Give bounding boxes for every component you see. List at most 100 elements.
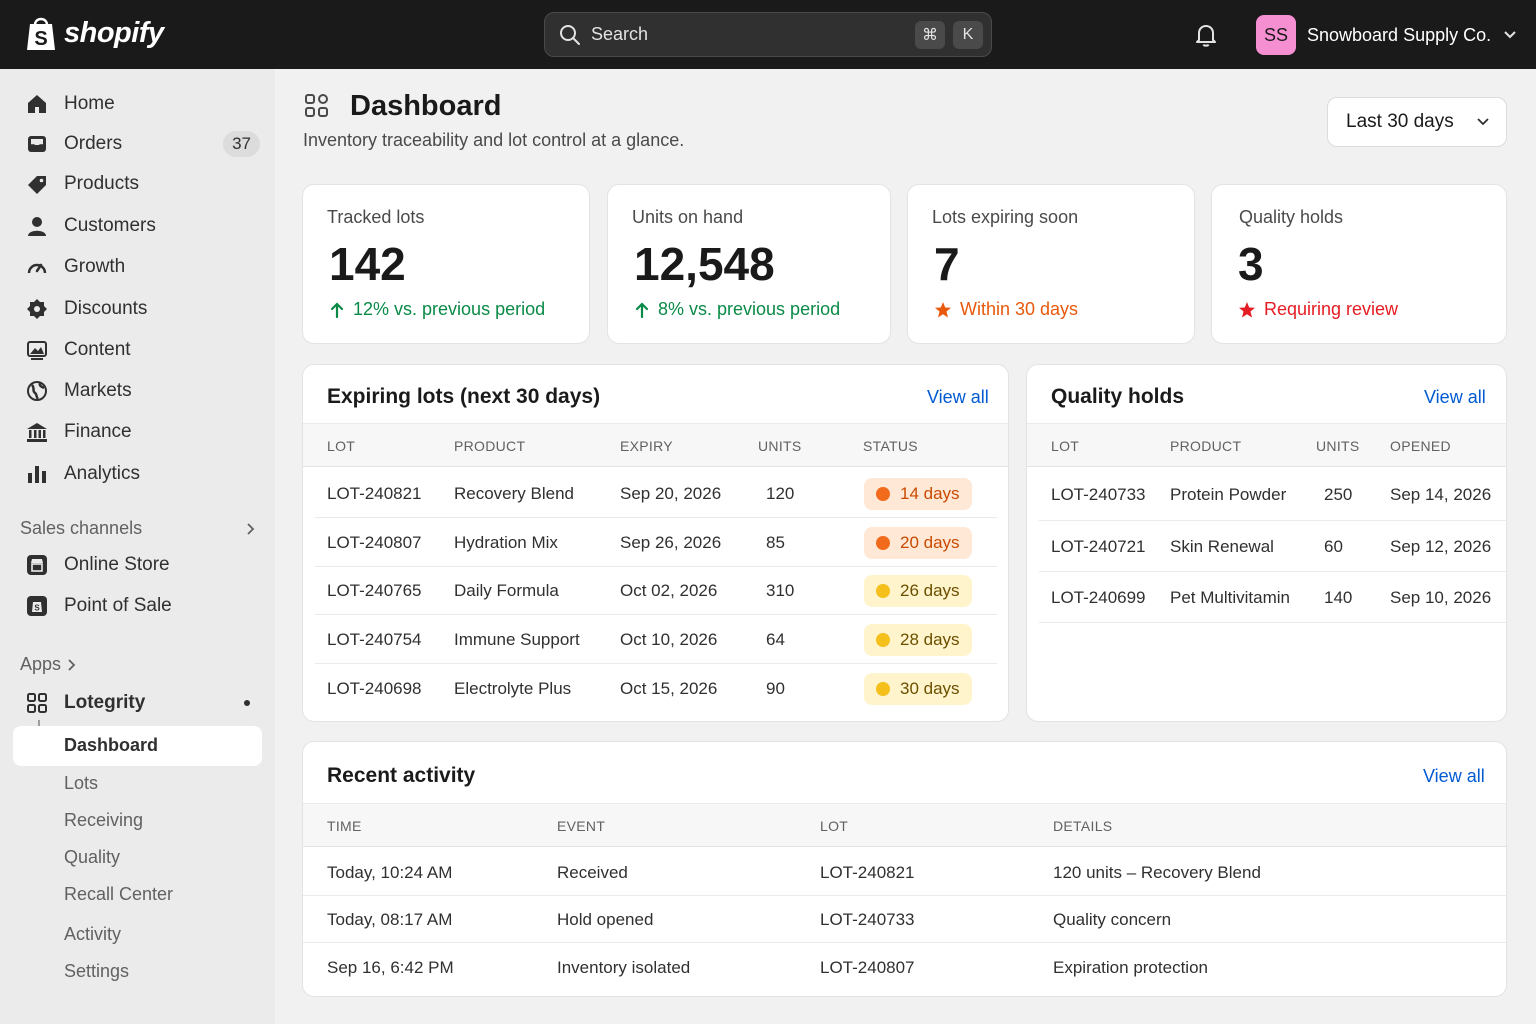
sidebar [0,69,275,1024]
status-dot [876,487,890,501]
table-row[interactable]: Today, 08:17 AM Hold opened LOT-240733 Q… [303,896,1506,943]
product-name: Hydration Mix [454,533,558,552]
column-header[interactable]: STATUS [863,438,918,454]
date-range-select[interactable]: Last 30 days [1327,97,1507,147]
table-row[interactable]: LOT-240699 Pet Multivitamin 140 Sep 10, … [1039,572,1506,623]
app-pin-dot [244,700,250,706]
table-row[interactable]: LOT-240698 Electrolyte Plus Oct 15, 2026… [315,665,997,713]
chevron-down-icon [1477,118,1489,126]
activity-time: Today, 10:24 AM [327,863,453,882]
activity-event: Received [557,863,628,882]
page-title: Dashboard [350,90,502,122]
sidebar-subitem-quality[interactable]: Quality [64,847,121,867]
column-header[interactable]: EVENT [557,818,606,834]
expiry-date: Oct 02, 2026 [620,581,718,600]
lot-id[interactable]: LOT-240807 [327,533,422,552]
units: 90 [766,679,785,698]
lot-id[interactable]: LOT-240699 [1051,588,1146,607]
sidebar-item-lotegrity[interactable]: Lotegrity [24,686,260,720]
opened-date: Sep 14, 2026 [1390,485,1492,504]
view-all-link[interactable]: View all [1424,387,1486,407]
table-row[interactable]: LOT-240765 Daily Formula Oct 02, 2026 31… [315,567,997,615]
lot-id[interactable]: LOT-240698 [327,679,422,698]
sidebar-item-label: Growth [64,256,126,277]
sidebar-item-growth[interactable]: Growth [24,250,260,284]
kpi-trend: Within 30 days [934,299,1078,320]
sidebar-item-analytics[interactable]: Analytics [24,457,260,491]
lot-id[interactable]: LOT-240733 [820,910,915,929]
table-row[interactable]: Sep 16, 6:42 PM Inventory isolated LOT-2… [303,943,1506,993]
column-header[interactable]: EXPIRY [620,438,673,454]
table-row[interactable]: LOT-240821 Recovery Blend Sep 20, 2026 1… [315,470,997,518]
search-bar[interactable]: Search ⌘ K [544,12,992,57]
notification-bell-icon[interactable] [1194,22,1218,48]
table-row[interactable]: LOT-240721 Skin Renewal 60 Sep 12, 2026 [1039,521,1506,572]
sidebar-item-discounts[interactable]: Discounts [24,292,260,326]
store-switcher[interactable]: SS Snowboard Supply Co. [1256,15,1517,55]
lot-id[interactable]: LOT-240821 [327,484,422,503]
kpi-card-units-on-hand: Units on hand 12,548 8% vs. previous per… [607,184,891,344]
sidebar-item-finance[interactable]: Finance [24,415,260,449]
kpi-trend: Requiring review [1238,299,1398,320]
kpi-value: 7 [934,238,960,290]
sidebar-subitem-activity[interactable]: Activity [64,924,122,944]
product-name: Pet Multivitamin [1170,588,1290,607]
sidebar-item-label: Products [64,173,139,194]
table-row[interactable]: LOT-240754 Immune Support Oct 10, 2026 6… [315,616,997,664]
sidebar-item-point-of-sale[interactable]: S Point of Sale [24,589,260,623]
table-row[interactable]: LOT-240807 Hydration Mix Sep 26, 2026 85… [315,519,997,567]
lot-id[interactable]: LOT-240733 [1051,485,1146,504]
sidebar-item-orders[interactable]: Orders 37 [24,127,260,161]
lot-id[interactable]: LOT-240821 [820,863,915,882]
kpi-note: 8% vs. previous period [658,299,841,319]
table-row[interactable]: Today, 10:24 AM Received LOT-240821 120 … [303,848,1506,896]
sidebar-subitem-lots[interactable]: Lots [64,773,99,793]
store-name: Snowboard Supply Co. [1307,24,1492,45]
lot-id[interactable]: LOT-240754 [327,630,422,649]
status-dot [876,536,890,550]
expiry-date: Oct 15, 2026 [620,679,718,698]
sidebar-item-products[interactable]: Products [24,167,260,201]
column-header[interactable]: UNITS [758,438,802,454]
column-header[interactable]: PRODUCT [454,438,526,454]
view-all-link[interactable]: View all [1423,766,1485,786]
sidebar-item-customers[interactable]: Customers [24,209,260,243]
apps-header[interactable]: Apps [20,654,77,675]
lot-id[interactable]: LOT-240807 [820,958,915,977]
table-row[interactable]: LOT-240733 Protein Powder 250 Sep 14, 20… [1039,469,1506,521]
opened-date: Sep 12, 2026 [1390,537,1492,556]
column-header[interactable]: UNITS [1316,438,1360,454]
card-title: Recent activity [327,764,476,787]
sidebar-subitem-receiving[interactable]: Receiving [64,810,144,830]
sidebar-item-home[interactable]: Home [24,87,260,121]
column-header[interactable]: PRODUCT [1170,438,1242,454]
column-header[interactable]: DETAILS [1053,818,1113,834]
sidebar-item-label: Online Store [64,554,170,575]
arrow-up-icon [635,301,649,318]
globe-icon [24,378,50,404]
activity-time: Sep 16, 6:42 PM [327,958,454,977]
sidebar-subitem-dashboard[interactable] [13,726,262,766]
sidebar-subitem-settings[interactable]: Settings [64,961,130,981]
column-header[interactable]: LOT [327,438,356,454]
shopify-logo[interactable]: S shopify [24,14,164,52]
sidebar-subitem-recall-center[interactable]: Recall Center [64,884,174,904]
status-dot [876,682,890,696]
lot-id[interactable]: LOT-240721 [1051,537,1146,556]
status-text: 30 days [900,679,960,698]
lot-id[interactable]: LOT-240765 [327,581,422,600]
bar-chart-icon [24,461,50,487]
view-all-link[interactable]: View all [927,387,989,407]
tag-icon [24,171,50,197]
column-header[interactable]: TIME [327,818,362,834]
sidebar-item-online-store[interactable]: Online Store [24,548,260,582]
sales-channels-header[interactable]: Sales channels [20,518,256,539]
kpi-card-tracked-lots: Tracked lots 142 12% vs. previous period [302,184,590,344]
status-badge: 26 days [864,575,972,607]
sidebar-item-content[interactable]: Content [24,333,260,367]
chevron-down-icon [1504,31,1516,39]
column-header[interactable]: OPENED [1390,438,1451,454]
column-header[interactable]: LOT [820,818,849,834]
sidebar-item-markets[interactable]: Markets [24,374,260,408]
column-header[interactable]: LOT [1051,438,1080,454]
